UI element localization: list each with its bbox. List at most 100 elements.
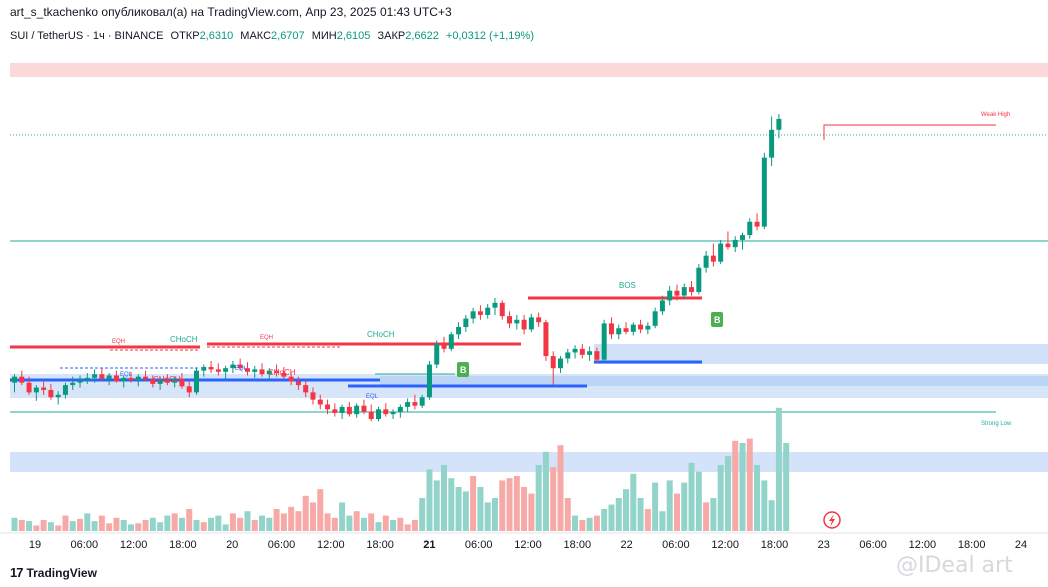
- volume-bar: [710, 498, 717, 531]
- candle: [623, 328, 629, 332]
- change-value: +0,0312 (+1,19%): [445, 30, 534, 42]
- candle: [41, 387, 47, 390]
- x-tick-label: 06:00: [465, 539, 493, 551]
- candle: [77, 380, 83, 383]
- candle: [499, 302, 505, 317]
- volume-bar: [448, 478, 455, 531]
- x-tick-label: 21: [423, 539, 435, 551]
- candle: [332, 409, 338, 413]
- volume-bar: [754, 465, 761, 531]
- weak-high-line: [823, 124, 996, 140]
- candle: [477, 311, 483, 315]
- publisher-line: art_s_tkachenko опубликовал(а) на Tradin…: [10, 5, 452, 19]
- volume-bar: [455, 487, 462, 531]
- volume-bar: [244, 511, 251, 531]
- volume-bar: [295, 511, 302, 531]
- volume-bar: [273, 509, 280, 531]
- tradingview-logo[interactable]: 17 TradingView: [10, 565, 97, 580]
- eql-label-mid: EQL: [235, 366, 248, 372]
- candle: [346, 406, 352, 415]
- candle: [172, 379, 178, 383]
- volume-bar: [739, 443, 746, 531]
- candle: [397, 406, 403, 412]
- candle: [463, 318, 469, 328]
- x-tick-label: 22: [620, 539, 632, 551]
- candle: [128, 377, 134, 381]
- candle: [565, 352, 571, 359]
- candle: [274, 370, 280, 374]
- volume-bar: [572, 515, 579, 531]
- candle: [426, 364, 432, 398]
- volume-zone: [10, 452, 1048, 472]
- x-tick-label: 12:00: [909, 539, 937, 551]
- candle: [412, 402, 418, 406]
- volume-bar: [659, 511, 666, 531]
- close-value: 2,6622: [405, 30, 439, 42]
- volume-bar: [528, 493, 535, 531]
- volume-bar: [259, 515, 266, 531]
- volume-bar: [127, 524, 134, 531]
- candle: [587, 351, 593, 355]
- candle: [368, 411, 374, 419]
- volume-bar: [193, 520, 200, 531]
- candle: [259, 369, 265, 375]
- volume-bar: [499, 480, 506, 531]
- volume-bar: [280, 513, 287, 531]
- volume-bar: [339, 502, 346, 531]
- choch-label-3: CHoCH: [268, 368, 296, 377]
- volume-bar: [317, 489, 324, 531]
- volume-bar: [390, 520, 397, 531]
- candle: [485, 307, 491, 315]
- volume-bar: [761, 480, 768, 531]
- strong-low-label: Strong Low: [981, 421, 1012, 427]
- candle: [769, 129, 775, 158]
- buy-badge-1: [457, 362, 469, 377]
- candle: [48, 389, 54, 398]
- candle: [681, 287, 687, 296]
- close-label: ЗАКР: [377, 30, 406, 42]
- volume-bar: [91, 521, 98, 531]
- volume-bar: [462, 491, 469, 531]
- volume-bar: [521, 487, 528, 531]
- candle: [747, 221, 753, 236]
- candle: [550, 356, 556, 369]
- open-label: ОТКР: [170, 30, 200, 42]
- volume-bar: [433, 480, 440, 531]
- candle: [376, 409, 381, 419]
- candle: [194, 370, 199, 393]
- candle: [456, 327, 462, 335]
- volume-bar: [579, 520, 586, 531]
- volume-bar: [120, 520, 127, 531]
- candle: [434, 343, 440, 365]
- volume-bar: [375, 522, 382, 531]
- choch-label-4: CHoCH: [367, 330, 395, 339]
- x-tick-label: 18:00: [564, 539, 592, 551]
- demand-zone-upper: [594, 344, 1048, 364]
- candle: [70, 382, 76, 386]
- x-tick-label: 24: [1015, 539, 1027, 551]
- x-tick-label: 19: [29, 539, 41, 551]
- volume-bar: [98, 515, 105, 531]
- volume-bar: [783, 443, 790, 531]
- volume-bar: [397, 517, 404, 531]
- candle: [317, 399, 323, 405]
- volume-bar: [77, 518, 84, 531]
- candle: [710, 255, 716, 262]
- candle: [579, 348, 585, 355]
- volume-bar: [18, 520, 25, 531]
- candle: [186, 386, 192, 393]
- candle: [121, 377, 127, 382]
- x-tick-label: 12:00: [514, 539, 542, 551]
- candle: [288, 376, 294, 382]
- x-tick-label: 06:00: [71, 539, 99, 551]
- volume-bar: [353, 511, 360, 531]
- volume-bar: [542, 451, 549, 531]
- candle: [703, 255, 709, 268]
- volume-bar: [178, 517, 185, 531]
- buy-badge-2: [711, 312, 723, 327]
- volume-bar: [703, 502, 710, 531]
- candle: [113, 375, 119, 382]
- candle: [667, 290, 673, 301]
- symbol-name[interactable]: SUI / TetherUS · 1ч · BINANCE: [10, 30, 164, 42]
